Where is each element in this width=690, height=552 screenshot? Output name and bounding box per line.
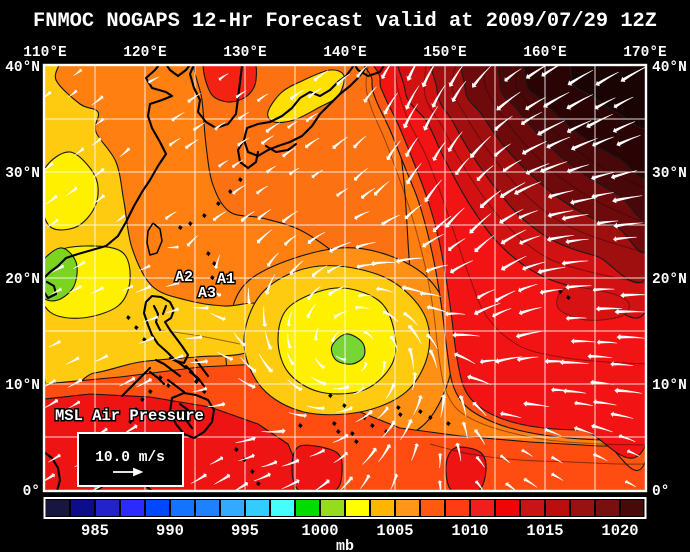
svg-text:40°N: 40°N [5,60,40,76]
svg-text:1010: 1010 [451,522,488,540]
svg-text:MSL Air Pressure: MSL Air Pressure [55,407,204,425]
svg-text:1005: 1005 [376,522,413,540]
svg-text:1000: 1000 [301,522,338,540]
svg-text:A2: A2 [175,269,193,286]
svg-text:30°N: 30°N [5,166,40,182]
svg-text:40°N: 40°N [652,60,687,76]
svg-text:150°E: 150°E [423,45,467,61]
svg-text:20°N: 20°N [5,272,40,288]
svg-text:A1: A1 [217,271,235,288]
svg-text:1015: 1015 [526,522,563,540]
svg-text:995: 995 [231,522,259,540]
svg-text:120°E: 120°E [123,45,167,61]
svg-text:A3: A3 [198,285,216,302]
svg-text:0°: 0° [23,484,40,500]
svg-text:mb: mb [336,538,354,552]
svg-text:A1: A1 [217,271,235,288]
svg-text:20°N: 20°N [652,272,687,288]
svg-text:MSL Air Pressure: MSL Air Pressure [55,407,204,425]
svg-text:170°E: 170°E [623,45,667,61]
svg-text:0°: 0° [652,484,669,500]
svg-text:1020: 1020 [601,522,638,540]
svg-text:10°N: 10°N [5,378,40,394]
svg-text:10°N: 10°N [652,378,687,394]
svg-text:A3: A3 [198,285,216,302]
svg-text:10.0 m/s: 10.0 m/s [95,450,165,466]
svg-text:A2: A2 [175,269,193,286]
svg-text:FNMOC NOGAPS 12-Hr Forecast va: FNMOC NOGAPS 12-Hr Forecast valid at 200… [33,10,657,33]
svg-text:985: 985 [81,522,109,540]
svg-text:110°E: 110°E [23,45,67,61]
svg-text:140°E: 140°E [323,45,367,61]
svg-text:130°E: 130°E [223,45,267,61]
svg-text:990: 990 [156,522,184,540]
svg-text:30°N: 30°N [652,166,687,182]
svg-text:160°E: 160°E [523,45,567,61]
